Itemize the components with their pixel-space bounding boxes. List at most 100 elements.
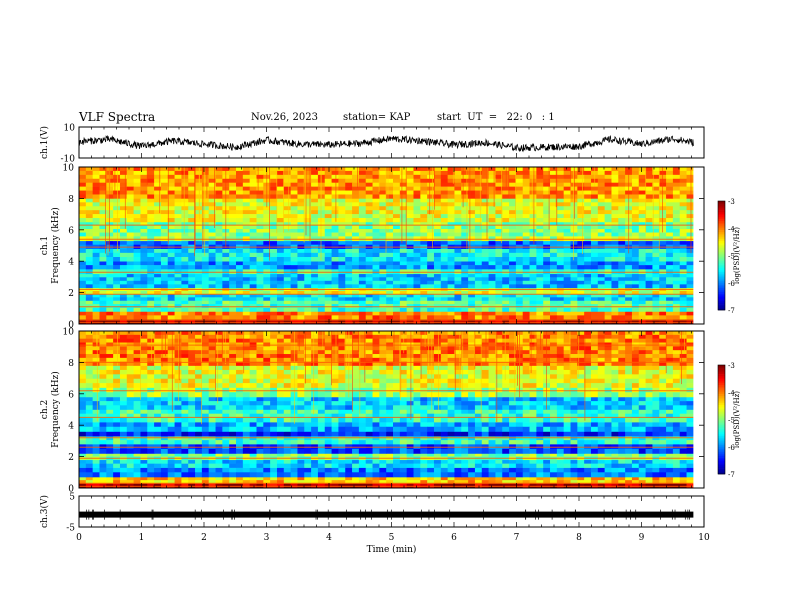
spectrogram-cell (515, 214, 524, 219)
spectrogram-cell (427, 436, 435, 441)
spectrogram-cell (686, 229, 694, 233)
colorbar-cell (718, 253, 725, 256)
spectrogram-cell (147, 269, 155, 275)
spectrogram-cell (324, 453, 332, 457)
spectrogram-cell (604, 483, 612, 489)
spectrogram-cell (584, 269, 592, 275)
spectrogram-cell (236, 236, 244, 242)
spectrogram-cell (290, 182, 298, 187)
spectrogram-cell (570, 467, 578, 473)
spectrogram-cell (208, 453, 216, 457)
spectrogram-cell (311, 174, 319, 180)
spectrogram-cell (420, 304, 428, 309)
spectrogram-cell (324, 307, 332, 312)
spectrogram-cell (222, 436, 230, 441)
spectrogram-cell (488, 240, 496, 246)
spectrogram-cell (611, 269, 619, 275)
spectrogram-cell (393, 248, 401, 254)
spectrogram-cell (590, 463, 599, 468)
spectrogram-cell (550, 453, 558, 457)
spectrogram-cell (645, 265, 653, 270)
channel-label: ch.1 (40, 236, 50, 255)
spectrogram-cell (256, 206, 264, 211)
spectrogram-cell (379, 202, 387, 207)
spectrogram-cell (352, 178, 360, 183)
spectrogram-cell (147, 182, 155, 187)
spectrogram-cell (597, 448, 606, 454)
spectrogram-cell (427, 294, 435, 298)
spectrogram-cell (618, 436, 626, 441)
spectrogram-cell (420, 232, 428, 237)
spectrogram-cell (393, 277, 401, 282)
spectrogram-cell (440, 304, 449, 309)
spectrogram-cell (195, 261, 203, 266)
spectrogram-cell (625, 304, 633, 309)
spectrogram-cell (154, 467, 162, 473)
spectrogram-cell (126, 218, 135, 223)
spectrogram-cell (672, 182, 681, 187)
spectrogram-cell (79, 467, 87, 473)
spectrogram-cell (556, 444, 565, 450)
spectrogram-cell (502, 448, 510, 454)
spectrogram-cell (126, 186, 135, 191)
spectrogram-cell (631, 225, 640, 230)
spectrogram-cell (584, 436, 592, 441)
spectrogram-cell (338, 444, 346, 450)
spectrogram-cell (515, 257, 524, 262)
spectrogram-cell (433, 467, 442, 473)
spectrogram-cell (290, 214, 298, 219)
spectrogram-cell (140, 319, 148, 325)
spectrogram-cell (317, 284, 326, 289)
spectrogram-cell (311, 453, 319, 457)
spectrogram-cell (638, 284, 646, 289)
spectrogram-cell (338, 480, 346, 484)
spectrogram-cell (208, 467, 216, 473)
spectrogram-cell (331, 307, 339, 312)
spectrogram-cell (236, 448, 244, 454)
spectrogram-cell (597, 190, 606, 195)
spectrogram-cell (590, 300, 599, 305)
spectrogram-cell (92, 269, 100, 275)
spectrogram-cell (679, 269, 687, 275)
spectrogram-cell (420, 182, 428, 187)
spectrogram-cell (113, 229, 121, 233)
spectrogram-cell (154, 210, 162, 215)
spectrogram-cell (386, 311, 394, 316)
spectrogram-cell (338, 214, 346, 219)
spectrogram-cell (590, 477, 599, 481)
spectrogram-cell (543, 444, 551, 450)
spectrogram-cell (160, 307, 169, 312)
spectrogram-cell (147, 453, 155, 457)
spectrogram-cell (188, 440, 196, 445)
spectrogram-cell (468, 190, 476, 195)
spectrogram-cell (488, 167, 496, 172)
station-label: station= KAP (343, 112, 411, 123)
spectrogram-cell (215, 472, 223, 478)
spectrogram-cell (188, 444, 196, 450)
spectrogram-cell (379, 190, 387, 195)
spectrogram-cell (236, 311, 244, 316)
spectrogram-cell (447, 284, 455, 289)
spectrogram-cell (229, 311, 237, 316)
spectrogram-cell (502, 194, 510, 199)
spectrogram-cell (529, 252, 537, 258)
spectrogram-cell (515, 202, 524, 207)
spectrogram-cell (222, 277, 230, 282)
spectrogram-cell (352, 463, 360, 468)
spectrogram-cell (270, 463, 278, 468)
spectrogram-cell (79, 444, 87, 450)
spectrogram-cell (481, 174, 489, 180)
spectrogram-cell (672, 477, 681, 481)
spectrogram-cell (242, 229, 251, 233)
spectrogram-cell (365, 291, 373, 295)
spectrogram-cell (440, 477, 449, 481)
spectrogram-cell (529, 483, 537, 489)
spectrogram-cell (208, 280, 216, 285)
spectrogram-cell (672, 221, 681, 226)
spectrogram-cell (379, 440, 387, 445)
spectrogram-cell (481, 284, 489, 289)
spectrogram-cell (79, 300, 87, 305)
spectrogram-cell (297, 167, 305, 172)
spectrogram-cell (290, 178, 298, 183)
spectrogram-cell (276, 178, 285, 183)
